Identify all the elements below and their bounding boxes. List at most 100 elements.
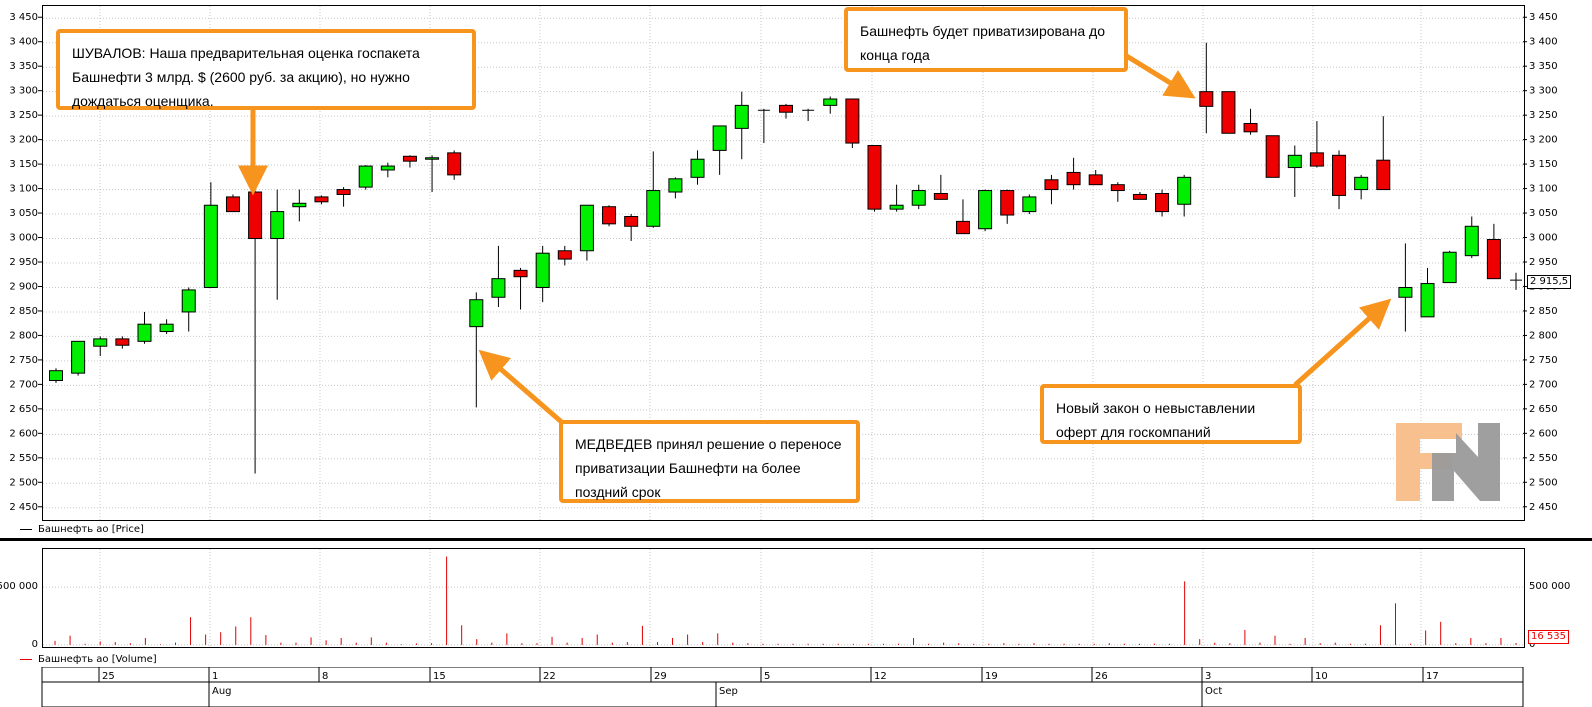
- candle-57: [1309, 121, 1324, 168]
- candle-2: [93, 336, 108, 357]
- fn-logo-icon: [1396, 423, 1500, 501]
- price-ytick-left-9: 2 900: [9, 281, 38, 292]
- panel-separator: [0, 538, 1592, 541]
- candle-34: [802, 108, 815, 122]
- shuvalov-callout: ШУВАЛОВ: Наша предварительная оценка гос…: [56, 29, 476, 110]
- candle-19: [469, 292, 484, 408]
- candle-5: [159, 319, 174, 334]
- price-ytick-left-10: 2 950: [9, 257, 38, 268]
- price-ytick-right-13: 3 100: [1529, 184, 1558, 195]
- candle-53: [1221, 91, 1236, 134]
- volume-ytick-left-0: 0: [32, 639, 38, 650]
- candle-24: [579, 204, 594, 261]
- candle-38: [889, 184, 904, 212]
- candle-46: [1066, 157, 1081, 190]
- x-month-label-0: Aug: [212, 686, 232, 697]
- price-legend-label: Башнефть ао [Price]: [38, 524, 144, 535]
- candle-52: [1199, 42, 1214, 134]
- price-ytick-right-7: 2 800: [1529, 330, 1558, 341]
- volume-axis-right: 0 500 000: [1529, 581, 1570, 650]
- volume-chart: [43, 549, 1524, 647]
- candle-28: [668, 177, 683, 199]
- candle-8: [225, 194, 240, 213]
- last-price-tag: 2 915,5: [1527, 275, 1572, 289]
- volume-axis-left: 0 500 000: [0, 581, 38, 650]
- x-axis: 25 1 8 15 22 29 5 12 19 26 3 10 17 Aug Sep Oct: [41, 667, 1524, 707]
- x-month-label-2: Oct: [1205, 686, 1222, 697]
- volume-ytick-right-1: 500 000: [1529, 581, 1570, 592]
- candle-15: [380, 162, 395, 178]
- price-ytick-left-13: 3 100: [9, 184, 38, 195]
- candle-25: [602, 205, 617, 227]
- candle-20: [491, 245, 506, 308]
- candle-55: [1265, 135, 1280, 178]
- candle-17: [425, 155, 440, 193]
- candle-31: [734, 91, 749, 160]
- candle-41: [955, 199, 970, 235]
- candle-36: [845, 98, 860, 148]
- candle-14: [358, 165, 373, 190]
- price-ytick-right-0: 2 450: [1529, 502, 1558, 513]
- price-ytick-right-5: 2 700: [1529, 379, 1558, 390]
- price-ytick-right-4: 2 650: [1529, 404, 1558, 415]
- candle-16: [402, 155, 417, 168]
- candle-64: [1464, 216, 1479, 259]
- price-ytick-left-2: 2 550: [9, 453, 38, 464]
- price-ytick-left-8: 2 850: [9, 306, 38, 317]
- price-ytick-left-14: 3 150: [9, 159, 38, 170]
- price-ytick-left-0: 2 450: [9, 502, 38, 513]
- price-ytick-right-6: 2 750: [1529, 355, 1558, 366]
- last-volume-tag: 16 535: [1528, 630, 1569, 644]
- x-axis-frame: [41, 667, 1524, 707]
- price-ytick-right-16: 3 250: [1529, 110, 1558, 121]
- price-axis-right: 2 450 2 500 2 550 2 600 2 650 2 700 2 750 2 800…: [1523, 12, 1558, 513]
- volume-legend-swatch: [20, 658, 32, 660]
- price-legend-swatch: [20, 528, 32, 530]
- candle-39: [911, 184, 926, 210]
- price-ytick-right-19: 3 400: [1529, 37, 1558, 48]
- price-ytick-right-3: 2 600: [1529, 428, 1558, 439]
- price-ytick-right-2: 2 550: [1529, 453, 1558, 464]
- price-ytick-left-20: 3 450: [9, 12, 38, 23]
- price-axis-left: 2 450 2 500 2 550 2 600 2 650 2 700 2 750 2 800…: [9, 12, 42, 513]
- candle-35: [823, 96, 838, 114]
- candle-59: [1354, 174, 1369, 200]
- candle-62: [1420, 267, 1435, 318]
- price-ytick-left-16: 3 250: [9, 110, 38, 121]
- price-ytick-left-6: 2 750: [9, 355, 38, 366]
- price-ytick-right-8: 2 850: [1529, 306, 1558, 317]
- x-day-label-5: 29: [654, 671, 667, 682]
- price-ytick-left-17: 3 300: [9, 86, 38, 97]
- candle-10: [270, 189, 285, 300]
- new-law-callout: Новый закон о невыставлении оферт для го…: [1040, 384, 1302, 444]
- price-ytick-right-20: 3 450: [1529, 12, 1558, 23]
- price-ytick-right-11: 3 000: [1529, 233, 1558, 244]
- volume-legend-label: Башнефть ао [Volume]: [38, 654, 157, 665]
- candle-7: [203, 182, 218, 288]
- price-ytick-left-4: 2 650: [9, 404, 38, 415]
- price-ytick-left-5: 2 700: [9, 379, 38, 390]
- candle-58: [1332, 150, 1347, 210]
- price-ytick-right-14: 3 150: [1529, 159, 1558, 170]
- price-ytick-right-12: 3 050: [1529, 208, 1558, 219]
- candle-6: [181, 287, 196, 332]
- candle-43: [1000, 189, 1015, 224]
- candle-1: [71, 340, 86, 376]
- candle-26: [624, 214, 639, 241]
- candle-3: [115, 336, 130, 349]
- candle-12: [314, 195, 329, 205]
- candle-45: [1044, 174, 1059, 205]
- x-day-label-11: 10: [1315, 671, 1328, 682]
- candle-63: [1442, 250, 1457, 284]
- x-day-label-0: 25: [102, 671, 115, 682]
- candle-11: [292, 189, 307, 222]
- price-ytick-right-10: 2 950: [1529, 257, 1558, 268]
- candle-29: [690, 150, 705, 185]
- candle-13: [336, 187, 351, 207]
- candle-44: [1022, 194, 1037, 215]
- candle-18: [447, 150, 462, 180]
- candle-4: [137, 311, 152, 344]
- candle-56: [1287, 145, 1302, 197]
- candle-21: [513, 267, 528, 310]
- price-ytick-left-1: 2 500: [9, 477, 38, 488]
